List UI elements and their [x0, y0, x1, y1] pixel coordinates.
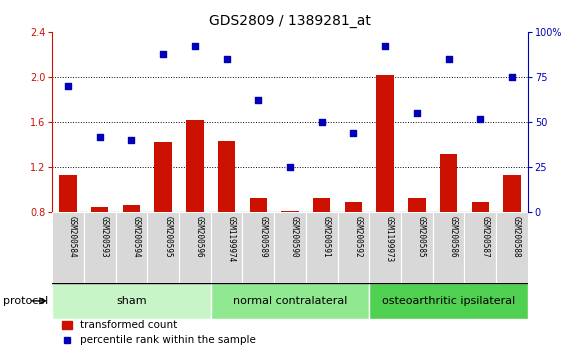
- Bar: [369, 283, 528, 319]
- Bar: [369, 212, 401, 283]
- Point: [476, 116, 485, 121]
- Text: GSM200595: GSM200595: [163, 216, 172, 258]
- Point: [222, 56, 231, 62]
- Text: protocol: protocol: [3, 296, 48, 306]
- Point: [380, 44, 390, 49]
- Bar: [472, 202, 489, 212]
- Bar: [218, 141, 235, 212]
- Point: [127, 137, 136, 143]
- Bar: [249, 198, 267, 212]
- Bar: [281, 211, 299, 212]
- Bar: [440, 154, 457, 212]
- Bar: [154, 142, 172, 212]
- Text: GSM200584: GSM200584: [68, 216, 77, 258]
- Text: GSM200594: GSM200594: [132, 216, 140, 258]
- Text: GSM200593: GSM200593: [100, 216, 109, 258]
- Bar: [274, 212, 306, 283]
- Legend: transformed count, percentile rank within the sample: transformed count, percentile rank withi…: [57, 316, 260, 349]
- Text: sham: sham: [116, 296, 147, 306]
- Title: GDS2809 / 1389281_at: GDS2809 / 1389281_at: [209, 14, 371, 28]
- Text: GSM1199973: GSM1199973: [385, 216, 394, 262]
- Text: GSM200589: GSM200589: [258, 216, 267, 258]
- Text: GSM200596: GSM200596: [195, 216, 204, 258]
- Bar: [59, 175, 77, 212]
- Bar: [147, 212, 179, 283]
- Point: [444, 56, 453, 62]
- Bar: [91, 207, 108, 212]
- Bar: [123, 205, 140, 212]
- Point: [190, 44, 200, 49]
- Text: GSM200592: GSM200592: [353, 216, 362, 258]
- Bar: [496, 212, 528, 283]
- Bar: [52, 212, 84, 283]
- Bar: [465, 212, 496, 283]
- Text: GSM200587: GSM200587: [480, 216, 490, 258]
- Bar: [408, 198, 426, 212]
- Point: [508, 74, 517, 80]
- Point: [317, 119, 327, 125]
- Bar: [376, 75, 394, 212]
- Bar: [186, 120, 204, 212]
- Bar: [115, 212, 147, 283]
- Bar: [84, 212, 115, 283]
- Point: [95, 134, 104, 139]
- Bar: [401, 212, 433, 283]
- Text: GSM200588: GSM200588: [512, 216, 521, 258]
- Text: osteoarthritic ipsilateral: osteoarthritic ipsilateral: [382, 296, 515, 306]
- Bar: [313, 198, 331, 212]
- Point: [285, 164, 295, 170]
- Text: GSM200591: GSM200591: [322, 216, 331, 258]
- Point: [63, 83, 72, 89]
- Bar: [242, 212, 274, 283]
- Bar: [433, 212, 465, 283]
- Point: [412, 110, 422, 116]
- Text: normal contralateral: normal contralateral: [233, 296, 347, 306]
- Point: [349, 130, 358, 136]
- Bar: [211, 212, 242, 283]
- Text: GSM200585: GSM200585: [417, 216, 426, 258]
- Text: GSM200590: GSM200590: [290, 216, 299, 258]
- Bar: [52, 283, 211, 319]
- Bar: [306, 212, 338, 283]
- Point: [158, 51, 168, 56]
- Bar: [211, 283, 369, 319]
- Bar: [345, 202, 362, 212]
- Text: GSM200586: GSM200586: [448, 216, 458, 258]
- Bar: [503, 175, 521, 212]
- Point: [253, 98, 263, 103]
- Bar: [179, 212, 211, 283]
- Text: GSM1199974: GSM1199974: [227, 216, 235, 262]
- Bar: [338, 212, 369, 283]
